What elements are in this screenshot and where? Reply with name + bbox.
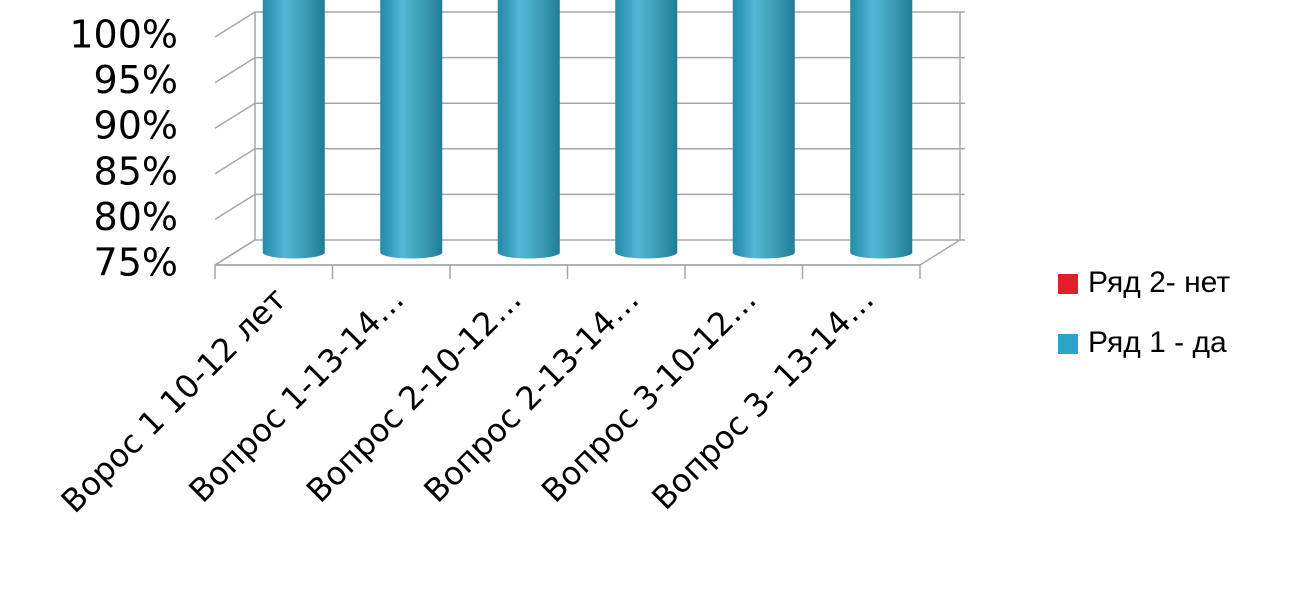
x-tick-label: Вопрос 2-13-14… [416, 280, 646, 510]
legend-swatch [1058, 334, 1078, 354]
bar [615, 0, 678, 259]
legend-label: Ряд 1 - да [1088, 326, 1227, 359]
grid-line [214, 193, 965, 221]
x-tick-label: Вопрос 3-10-12… [534, 280, 764, 510]
y-tick-label: 85% [94, 149, 178, 193]
grid-line [214, 11, 965, 38]
grid-line [214, 239, 965, 266]
legend-swatch [1058, 274, 1078, 294]
y-tick-label: 100% [69, 13, 178, 57]
bar [380, 0, 443, 259]
bar [850, 0, 913, 259]
grid-line [214, 56, 965, 84]
grid-line [214, 102, 965, 129]
legend-label: Ряд 2- нет [1088, 266, 1230, 299]
x-tick-label: Ворос 1 10-12 лет [54, 280, 294, 520]
bar [732, 0, 795, 259]
bar [497, 0, 560, 259]
bar [262, 0, 325, 259]
y-tick-label: 75% [94, 241, 178, 285]
x-tick-label: Вопрос 3- 13-14… [644, 280, 881, 517]
floor [215, 239, 961, 266]
wall-outline [214, 12, 256, 266]
grid-line [214, 148, 965, 175]
y-tick-label: 95% [94, 58, 178, 102]
y-tick-label: 80% [94, 195, 178, 239]
x-tick-label: Вопрос 1-13-14… [181, 280, 411, 510]
x-tick-label: Вопрос 2-10-12… [299, 280, 529, 510]
y-tick-label: 90% [94, 104, 178, 148]
